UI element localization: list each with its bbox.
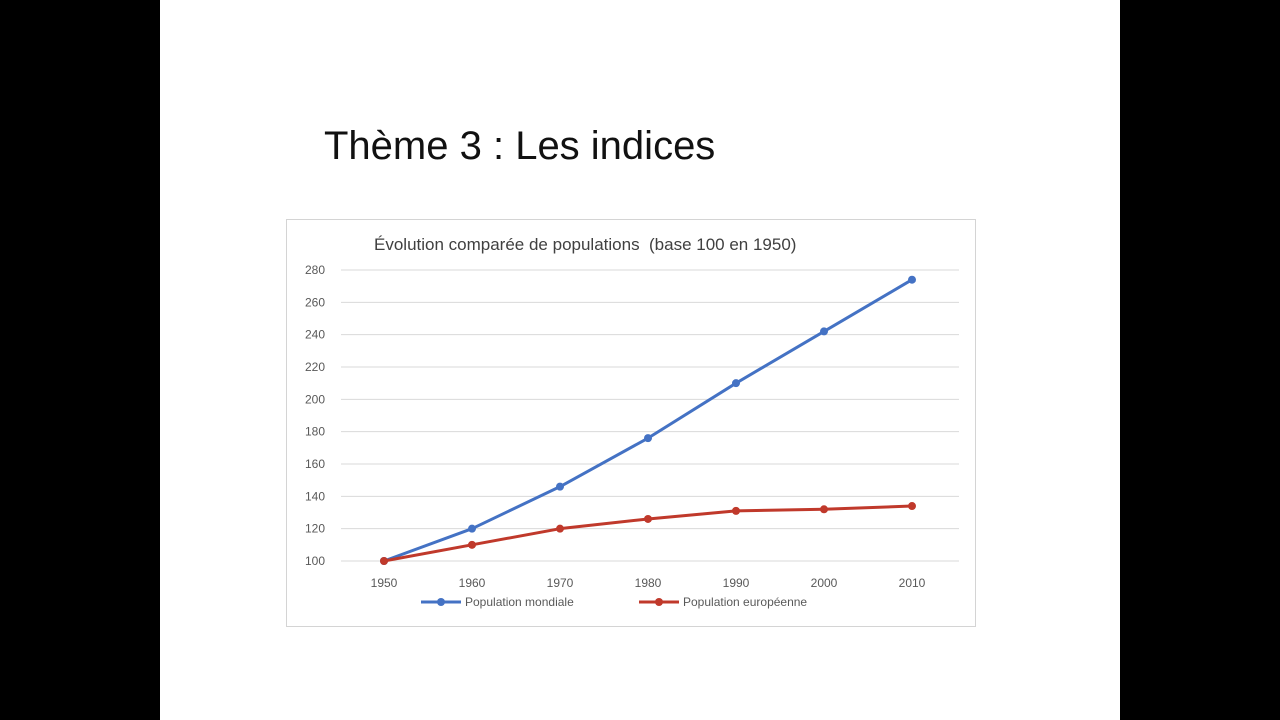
y-tick-label: 280 xyxy=(305,263,325,277)
y-tick-label: 160 xyxy=(305,457,325,471)
legend-label: Population mondiale xyxy=(465,595,574,609)
y-tick-label: 140 xyxy=(305,489,325,503)
y-tick-label: 240 xyxy=(305,328,325,342)
data-point xyxy=(644,514,652,523)
legend-marker xyxy=(437,598,445,606)
y-axis-ticks: 100 120 140 160 180 200 220 240 260 280 xyxy=(305,263,325,568)
line-chart: Évolution comparée de populations (base … xyxy=(286,219,976,627)
x-tick-label: 2010 xyxy=(899,576,926,590)
slide: Thème 3 : Les indices Évolution comparée… xyxy=(160,0,1120,720)
chart-svg: Évolution comparée de populations (base … xyxy=(305,235,959,609)
series-lines xyxy=(380,275,916,565)
x-tick-label: 1970 xyxy=(547,576,574,590)
x-tick-label: 1960 xyxy=(459,576,486,590)
data-point xyxy=(644,434,652,443)
y-tick-label: 120 xyxy=(305,522,325,536)
data-point xyxy=(908,502,916,511)
y-tick-label: 200 xyxy=(305,392,325,406)
chart-title: Évolution comparée de populations (base … xyxy=(374,235,796,254)
x-tick-label: 1980 xyxy=(635,576,662,590)
data-point xyxy=(556,524,564,533)
data-point xyxy=(732,506,740,515)
x-tick-label: 1950 xyxy=(371,576,398,590)
legend-label: Population européenne xyxy=(683,595,807,609)
data-point xyxy=(820,327,828,336)
data-point xyxy=(908,275,916,284)
gridlines xyxy=(341,269,959,562)
legend: Population mondiale Population européenne xyxy=(421,595,807,609)
data-point xyxy=(380,557,388,565)
x-tick-label: 1990 xyxy=(723,576,750,590)
data-point xyxy=(732,379,740,388)
y-tick-label: 180 xyxy=(305,425,325,439)
y-tick-label: 220 xyxy=(305,360,325,374)
slide-title: Thème 3 : Les indices xyxy=(324,124,716,168)
data-point xyxy=(820,505,828,514)
data-point xyxy=(556,482,564,491)
data-point xyxy=(468,540,476,549)
data-point xyxy=(468,524,476,533)
y-tick-label: 100 xyxy=(305,554,325,568)
legend-marker xyxy=(655,598,663,606)
x-axis-ticks: 1950 1960 1970 1980 1990 2000 2010 xyxy=(371,576,926,590)
x-tick-label: 2000 xyxy=(811,576,838,590)
series-line xyxy=(383,504,913,563)
y-tick-label: 260 xyxy=(305,295,325,309)
